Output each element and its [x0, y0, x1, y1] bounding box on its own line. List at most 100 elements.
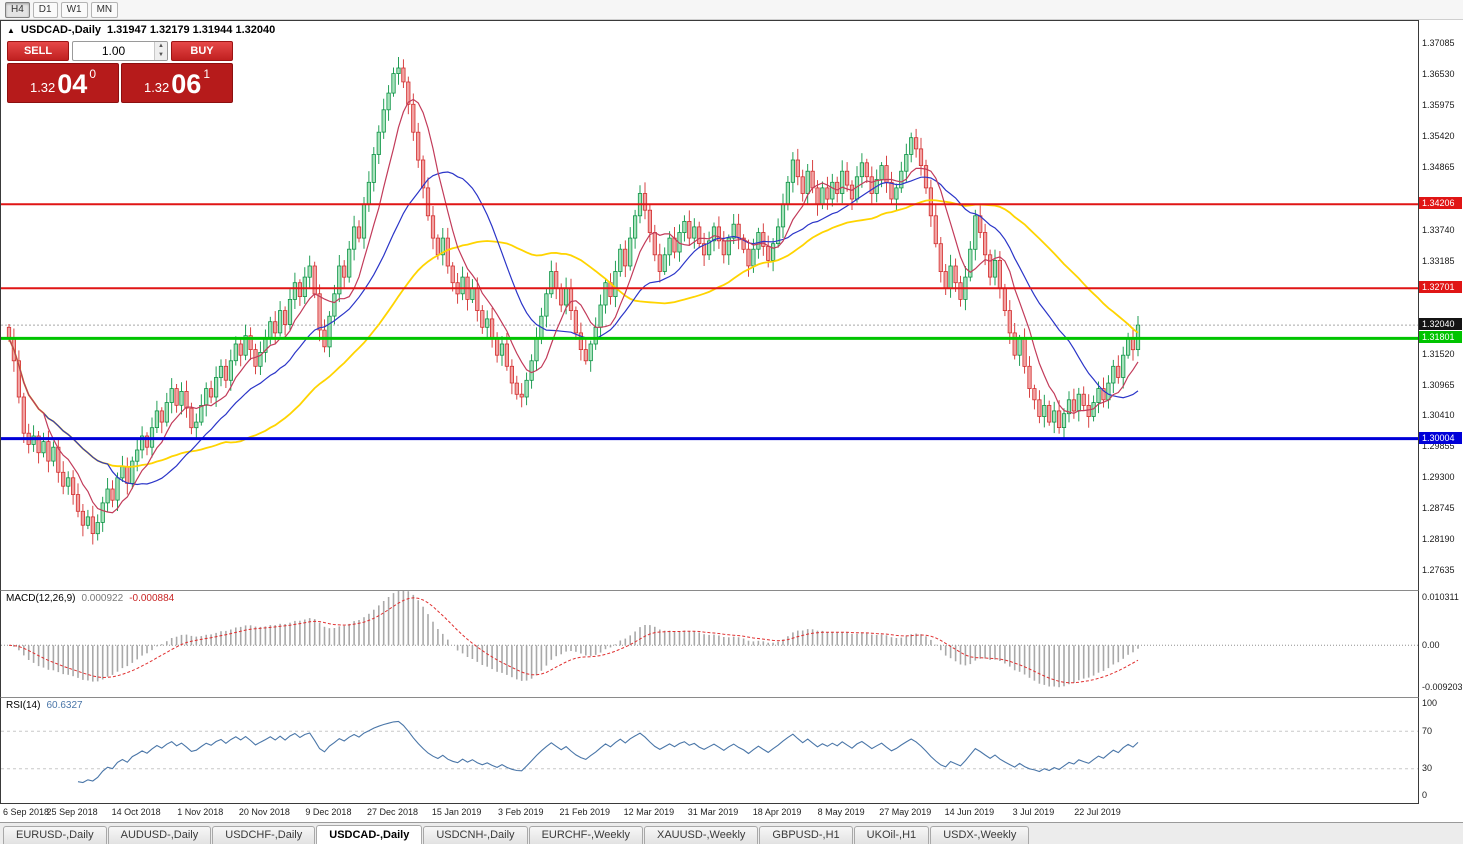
timeframe-button-h4[interactable]: H4 [5, 1, 30, 18]
timeframe-button-d1[interactable]: D1 [32, 1, 58, 18]
rsi-name: RSI(14) [6, 700, 41, 711]
rsi-value: 60.6327 [46, 700, 83, 711]
date-tick-label: 18 Apr 2019 [752, 807, 802, 817]
price-tick: 1.31520 [1422, 348, 1455, 359]
rsi-label: RSI(14) 60.6327 [6, 700, 83, 711]
timeframe-button-mn[interactable]: MN [90, 1, 119, 18]
date-tick-label: 3 Jul 2019 [1012, 807, 1055, 817]
chart-tab-eurchf[interactable]: EURCHF-,Weekly [528, 826, 643, 844]
price-tick: 1.30410 [1422, 410, 1455, 421]
price-axis[interactable]: 1.37085 1.36530 1.35975 1.35420 1.34865 1.337… [1419, 20, 1462, 590]
buy-price-base: 1.32 [143, 80, 170, 95]
candles-svg [1, 57, 1418, 545]
sell-price-tile[interactable]: 1.32 04 0 [7, 63, 119, 103]
date-tick-label: 12 Mar 2019 [623, 807, 675, 817]
price-tick: 1.36530 [1422, 69, 1455, 80]
price-tick: 1.37085 [1422, 38, 1455, 49]
chart-tab-ukoil[interactable]: UKOil-,H1 [853, 826, 930, 844]
date-tick-label: 14 Oct 2018 [111, 807, 161, 817]
date-tick-label: 27 Dec 2018 [367, 807, 419, 817]
macd-indicator-pane[interactable]: MACD(12,26,9) 0.000922 -0.000884 [0, 590, 1419, 697]
timeframe-button-w1[interactable]: W1 [60, 1, 88, 18]
price-tick: 1.30965 [1422, 379, 1455, 390]
volume-down-icon[interactable]: ▼ [155, 51, 167, 60]
date-tick-label: 8 May 2019 [817, 807, 865, 817]
rsi-scale-tick: 0 [1422, 790, 1428, 800]
chart-tab-eurusd[interactable]: EURUSD-,Daily [3, 826, 107, 844]
sell-price-base: 1.32 [29, 80, 56, 95]
macd-scale-tick: 0.010311 [1422, 592, 1459, 603]
date-tick-label: 31 Mar 2019 [687, 807, 739, 817]
price-tick: 1.29855 [1422, 441, 1455, 452]
chart-tabs-bar: EURUSD-,Daily AUDUSD-,Daily USDCHF-,Daily U… [0, 822, 1463, 844]
price-tick: 1.28745 [1422, 503, 1455, 514]
buy-button[interactable]: BUY [171, 41, 233, 61]
rsi-axis[interactable]: 100 70 30 0 [1419, 697, 1462, 804]
one-click-trade-panel: SELL 1.00 ▲ ▼ BUY 1.32 04 0 1.32 [7, 41, 233, 103]
macd-signal-value: -0.000884 [129, 593, 175, 604]
date-tick-label: 27 May 2019 [879, 807, 932, 817]
price-tick: 1.27635 [1422, 565, 1455, 576]
date-tick-label: 22 Jul 2019 [1074, 807, 1121, 817]
sell-price-pips: 04 [57, 69, 88, 99]
rsi-scale-tick: 100 [1422, 698, 1438, 708]
macd-main-value: 0.000922 [81, 593, 124, 604]
sell-price-pipette: 0 [89, 67, 97, 81]
price-tick: 1.33740 [1422, 224, 1455, 235]
price-tick: 1.33185 [1422, 255, 1455, 266]
macd-svg [1, 591, 1418, 688]
macd-axis[interactable]: 0.010311 0.00 -0.009203 [1419, 590, 1462, 697]
buy-price-pipette: 1 [203, 67, 211, 81]
price-level-badge: 1.32701 [1419, 281, 1462, 294]
date-tick-label: 14 Jun 2019 [944, 807, 995, 817]
date-tick-label: 25 Sep 2018 [46, 807, 98, 817]
price-level-badge: 1.32040 [1419, 318, 1462, 331]
date-tick-label: 15 Jan 2019 [431, 807, 482, 817]
date-tick-label: 6 Sep 2018 [3, 807, 50, 817]
chart-area: ▲ USDCAD-,Daily 1.31947 1.32179 1.31944 … [0, 20, 1463, 822]
buy-price-pips: 06 [171, 69, 202, 99]
time-axis-corner [1419, 804, 1462, 822]
date-tick-label: 21 Feb 2019 [559, 807, 611, 817]
price-tick: 1.34865 [1422, 162, 1455, 173]
price-tick: 1.28190 [1422, 534, 1455, 545]
price-level-badge: 1.30004 [1419, 431, 1462, 444]
sell-button[interactable]: SELL [7, 41, 69, 61]
volume-value[interactable]: 1.00 [101, 44, 126, 58]
price-tick: 1.35420 [1422, 131, 1455, 142]
rsi-scale-tick: 30 [1422, 763, 1433, 774]
buy-price-tile[interactable]: 1.32 06 1 [121, 63, 233, 103]
chart-tab-usdchf[interactable]: USDCHF-,Daily [212, 826, 316, 844]
price-level-badge: 1.34206 [1419, 197, 1462, 210]
price-tick: 1.35975 [1422, 100, 1455, 111]
macd-scale-tick: 0.00 [1422, 639, 1440, 650]
rsi-indicator-pane[interactable]: RSI(14) 60.6327 [0, 697, 1419, 804]
date-tick-label: 1 Nov 2018 [177, 807, 224, 817]
collapse-trade-panel-icon[interactable]: ▲ [7, 25, 15, 35]
macd-name: MACD(12,26,9) [6, 593, 76, 604]
date-tick-label: 3 Feb 2019 [497, 807, 544, 817]
chart-tab-xauusd[interactable]: XAUUSD-,Weekly [643, 826, 759, 844]
chart-tab-audusd[interactable]: AUDUSD-,Daily [107, 826, 212, 844]
symbol-label: USDCAD-,Daily [20, 24, 101, 36]
timeframe-toolbar: H4 D1 W1 MN [0, 0, 1463, 20]
rsi-svg [1, 720, 1418, 784]
candlestick-chart[interactable]: ▲ USDCAD-,Daily 1.31947 1.32179 1.31944 … [0, 20, 1419, 590]
rsi-scale-tick: 70 [1422, 725, 1433, 736]
price-tick: 1.29300 [1422, 472, 1455, 483]
date-tick-label: 9 Dec 2018 [305, 807, 352, 817]
chart-tab-usdcnh[interactable]: USDCNH-,Daily [423, 826, 528, 844]
chart-tab-gbpusd[interactable]: GBPUSD-,H1 [759, 826, 853, 844]
chart-tab-usdx[interactable]: USDX-,Weekly [930, 826, 1030, 844]
macd-label: MACD(12,26,9) 0.000922 -0.000884 [6, 593, 174, 604]
ohlc-values: 1.31947 1.32179 1.31944 1.32040 [107, 24, 276, 36]
chart-title: ▲ USDCAD-,Daily 1.31947 1.32179 1.31944 … [7, 24, 275, 36]
price-level-badge: 1.31801 [1419, 331, 1462, 344]
chart-tab-usdcad[interactable]: USDCAD-,Daily [316, 825, 423, 844]
time-axis[interactable]: 6 Sep 2018 25 Sep 2018 14 Oct 2018 1 Nov 20… [0, 804, 1419, 822]
date-tick-label: 20 Nov 2018 [238, 807, 290, 817]
macd-scale-tick: -0.009203 [1422, 682, 1462, 693]
volume-input[interactable]: 1.00 ▲ ▼ [72, 41, 168, 61]
volume-up-icon[interactable]: ▲ [155, 42, 167, 51]
